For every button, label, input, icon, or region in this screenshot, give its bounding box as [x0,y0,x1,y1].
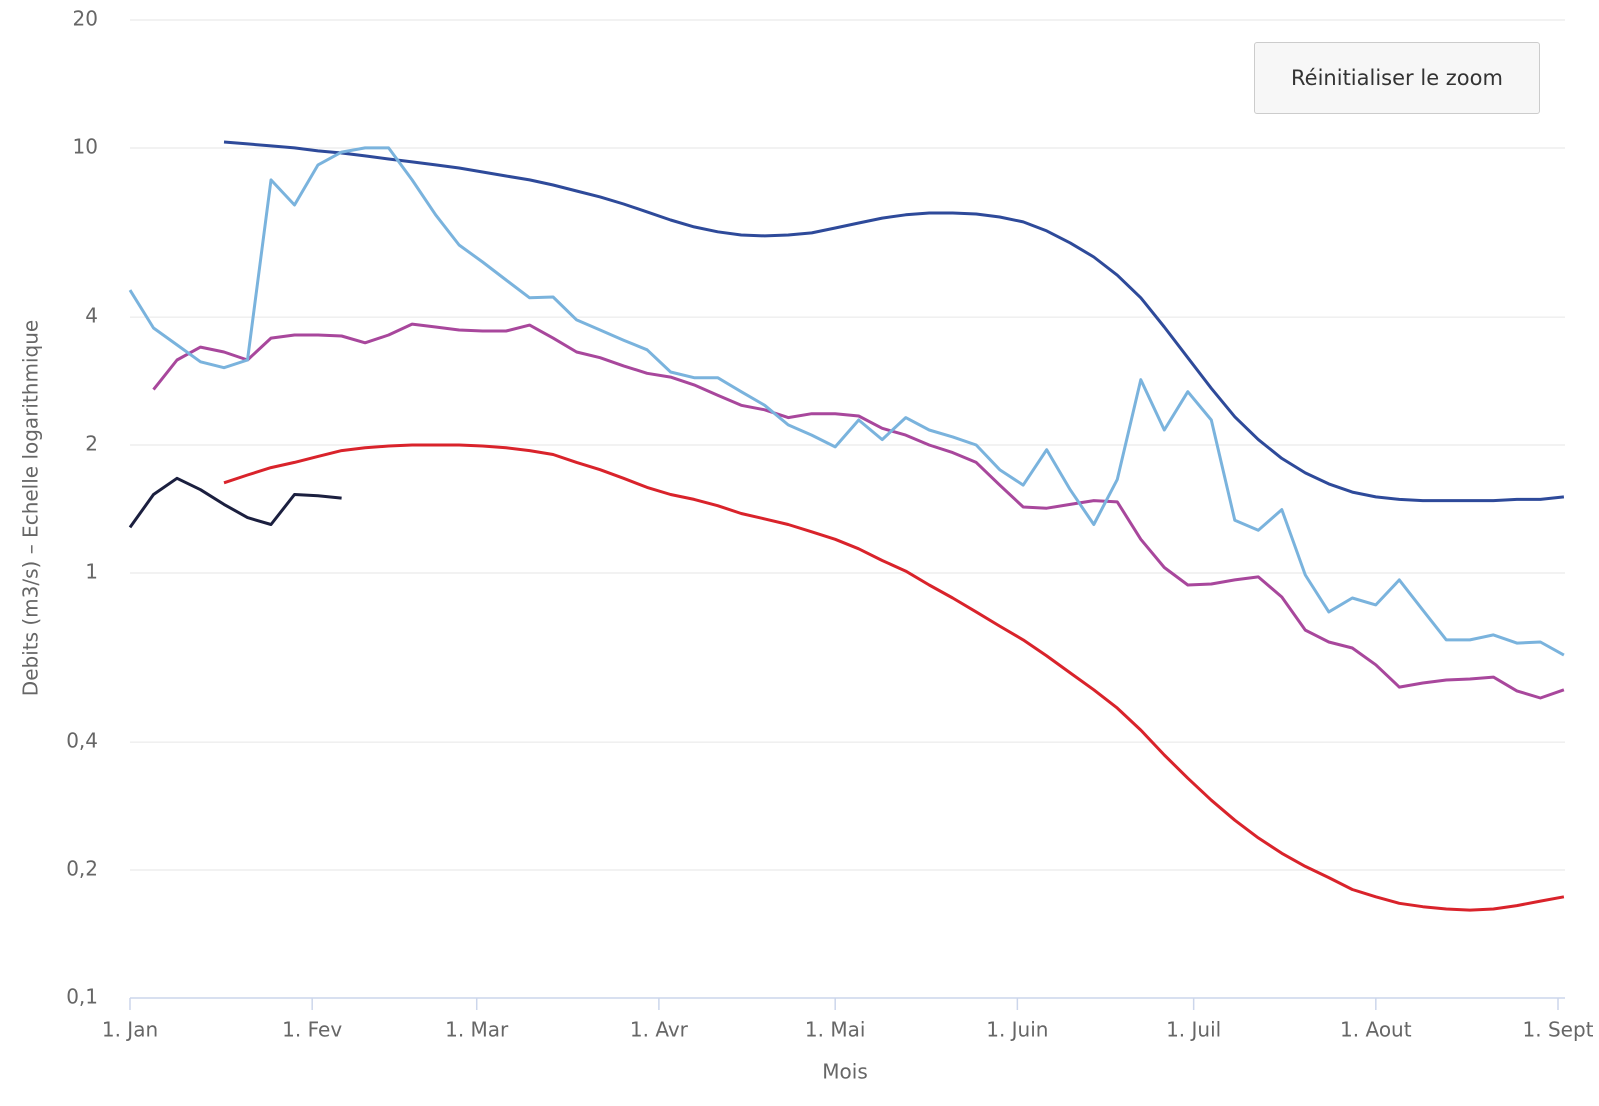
x-tick-label: 1. Sept [1523,1018,1594,1042]
y-axis-title: Debits (m3/s) – Echelle logarithmique [19,320,43,696]
y-tick-label: 0,2 [66,857,98,881]
y-tick-label: 0,4 [66,729,98,753]
series-line [152,322,1565,700]
y-tick-label: 0,1 [66,985,98,1009]
y-tick-label: 1 [85,559,98,583]
y-tick-label: 2 [85,432,98,456]
series-line [128,146,1565,657]
series-line [128,476,342,529]
reset-zoom-button[interactable]: Réinitialiser le zoom [1254,42,1540,114]
y-tick-label: 10 [73,134,98,158]
y-tick-label: 4 [85,304,98,328]
x-tick-label: 1. Fev [282,1018,342,1042]
y-tick-label: 20 [73,7,98,31]
x-tick-label: 1. Aout [1340,1018,1412,1042]
series-line [223,443,1565,912]
x-tick-label: 1. Juil [1166,1018,1221,1042]
x-tick-label: 1. Mar [445,1018,509,1042]
x-tick-label: 1. Avr [630,1018,689,1042]
x-tick-label: 1. Juin [986,1018,1048,1042]
x-tick-label: 1. Jan [102,1018,158,1042]
x-tick-label: 1. Mai [805,1018,866,1042]
series-line [223,140,1565,503]
x-axis-title: Mois [822,1060,867,1084]
